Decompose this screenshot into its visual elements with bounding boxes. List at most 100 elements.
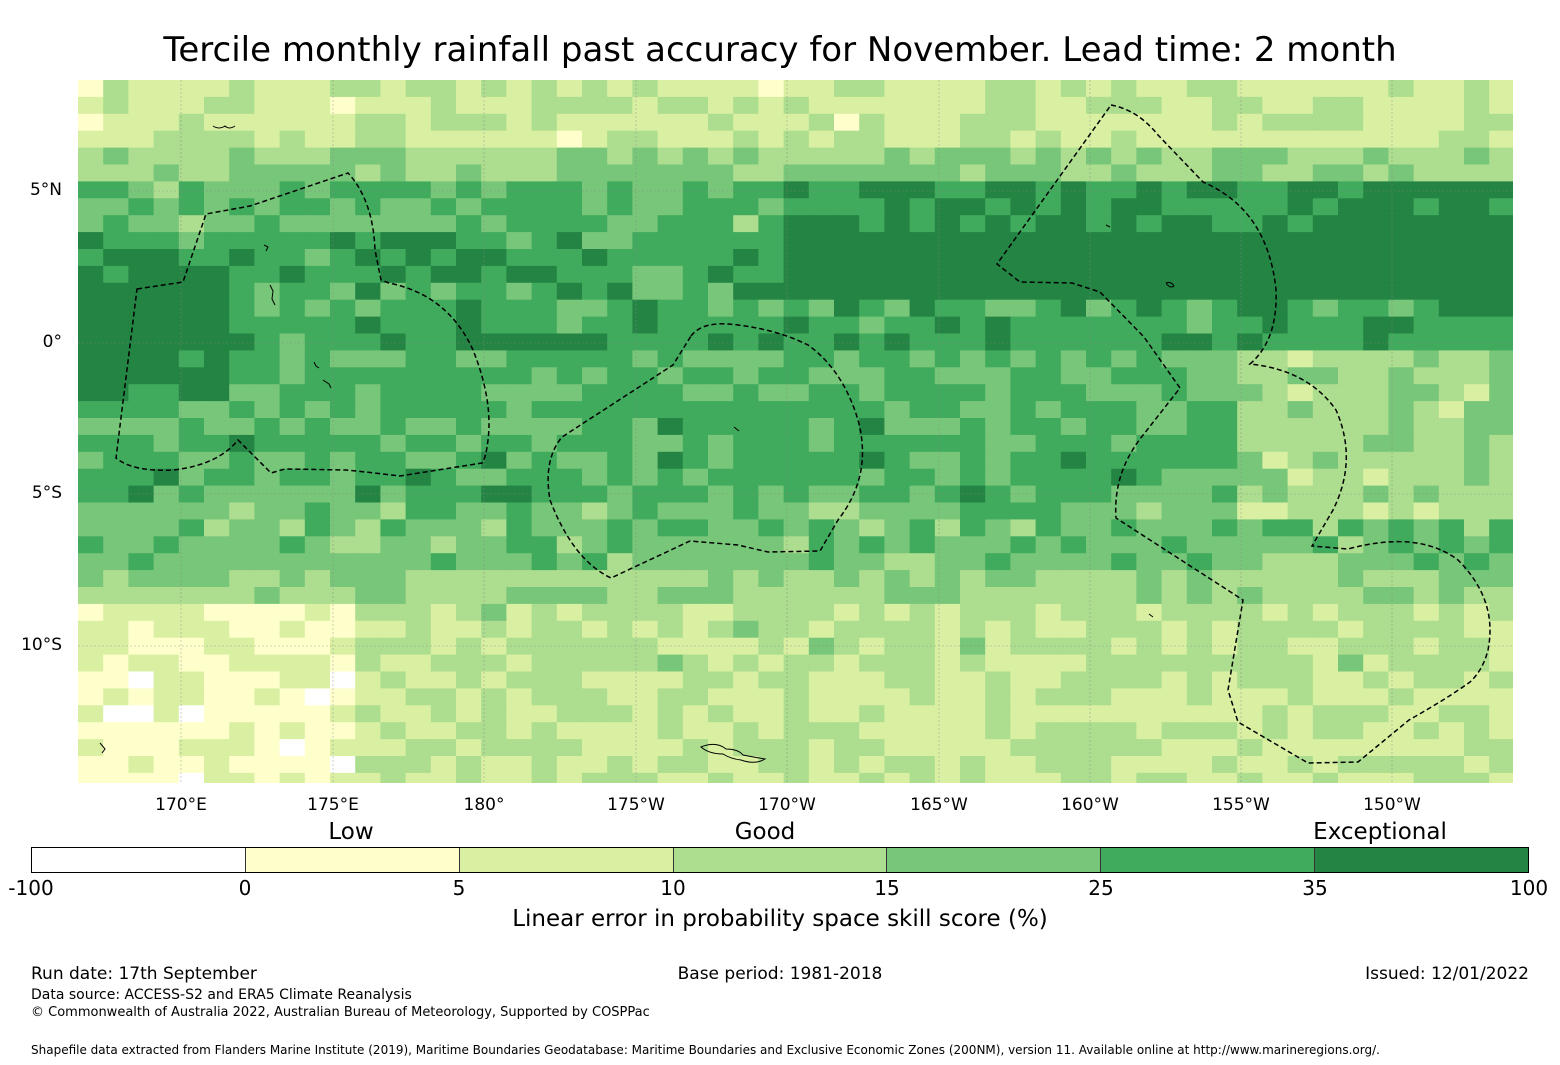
grid-cell xyxy=(1035,434,1062,453)
grid-cell xyxy=(556,739,583,757)
grid-cell xyxy=(1111,350,1137,368)
grid-cell xyxy=(1186,130,1213,149)
grid-cell xyxy=(783,249,810,267)
grid-cell xyxy=(229,502,255,520)
grid-cell xyxy=(1438,587,1465,605)
grid-cell xyxy=(733,164,759,182)
grid-cell xyxy=(909,705,936,723)
grid-cell xyxy=(708,536,734,554)
grid-cell xyxy=(682,772,709,783)
grid-cell xyxy=(1489,333,1513,351)
grid-cell xyxy=(380,502,407,520)
grid-cell xyxy=(279,232,306,250)
grid-cell xyxy=(1438,198,1465,216)
grid-cell xyxy=(153,451,180,470)
grid-cell xyxy=(733,603,759,622)
grid-cell xyxy=(985,485,1011,504)
grid-cell xyxy=(1464,333,1490,351)
grid-cell xyxy=(682,181,709,199)
grid-cell xyxy=(1312,418,1339,436)
grid-cell xyxy=(279,671,306,689)
grid-cell xyxy=(380,130,407,149)
grid-cell xyxy=(1363,164,1389,182)
grid-cell xyxy=(1464,316,1490,335)
grid-cell xyxy=(1060,620,1087,639)
grid-cell xyxy=(733,620,759,639)
grid-cell xyxy=(481,485,507,504)
grid-cell xyxy=(582,705,608,723)
grid-cell xyxy=(229,418,255,436)
grid-cell xyxy=(103,265,129,284)
grid-cell xyxy=(1338,350,1364,368)
grid-cell xyxy=(909,468,936,487)
grid-cell xyxy=(607,418,633,436)
grid-cell xyxy=(733,282,759,301)
grid-cell xyxy=(1035,756,1062,774)
grid-cell xyxy=(1464,705,1490,723)
grid-cell xyxy=(1186,587,1213,605)
grid-cell xyxy=(456,722,482,740)
grid-cell xyxy=(884,96,911,115)
grid-cell xyxy=(78,350,104,368)
grid-cell xyxy=(556,502,583,520)
grid-cell xyxy=(1388,333,1415,351)
grid-cell xyxy=(481,384,507,402)
grid-cell xyxy=(1312,249,1339,267)
grid-cell xyxy=(380,350,407,368)
grid-cell xyxy=(758,367,785,385)
grid-cell xyxy=(834,299,860,318)
grid-cell xyxy=(380,333,407,351)
grid-cell xyxy=(808,350,835,368)
grid-cell xyxy=(330,722,356,740)
grid-cell xyxy=(128,299,155,318)
grid-cell xyxy=(909,198,936,216)
grid-cell xyxy=(229,671,255,689)
grid-cell xyxy=(1363,316,1389,335)
grid-cell xyxy=(733,198,759,216)
grid-cell xyxy=(1489,198,1513,216)
grid-cell xyxy=(682,705,709,723)
grid-cell xyxy=(229,772,255,783)
grid-cell xyxy=(380,671,407,689)
lon-label-175w: 175°W xyxy=(607,795,665,815)
grid-cell xyxy=(632,113,659,132)
grid-cell xyxy=(1010,282,1037,301)
grid-cell xyxy=(1060,772,1087,783)
grid-cell xyxy=(682,316,709,335)
grid-cell xyxy=(128,316,155,335)
grid-cell xyxy=(1489,519,1513,537)
grid-cell xyxy=(582,181,608,199)
grid-cell xyxy=(254,80,281,98)
grid-cell xyxy=(481,637,507,656)
grid-cell xyxy=(834,553,860,571)
grid-cell xyxy=(456,519,482,537)
grid-cell xyxy=(1262,350,1289,368)
grid-cell xyxy=(1312,451,1339,470)
grid-cell xyxy=(1237,688,1263,706)
colorbar-segment xyxy=(245,848,460,872)
grid-cell xyxy=(859,316,885,335)
grid-cell xyxy=(430,756,457,774)
grid-cell xyxy=(229,232,255,250)
grid-cell xyxy=(934,502,961,520)
grid-cell xyxy=(1338,232,1364,250)
grid-cell xyxy=(380,451,407,470)
grid-cell xyxy=(531,198,558,216)
grid-cell xyxy=(657,468,684,487)
grid-cell xyxy=(204,265,230,284)
grid-cell xyxy=(330,637,356,656)
grid-cell xyxy=(1136,299,1163,318)
grid-cell xyxy=(884,603,911,622)
grid-cell xyxy=(1237,722,1263,740)
grid-cell xyxy=(1060,502,1087,520)
grid-cell xyxy=(1489,772,1513,783)
grid-cell xyxy=(128,722,155,740)
grid-cell xyxy=(1312,80,1339,98)
grid-cell xyxy=(103,249,129,267)
grid-cell xyxy=(1287,772,1314,783)
grid-cell xyxy=(708,147,734,166)
grid-cell xyxy=(1060,316,1087,335)
grid-cell xyxy=(1237,620,1263,639)
grid-cell xyxy=(405,772,432,783)
grid-cell xyxy=(960,299,986,318)
